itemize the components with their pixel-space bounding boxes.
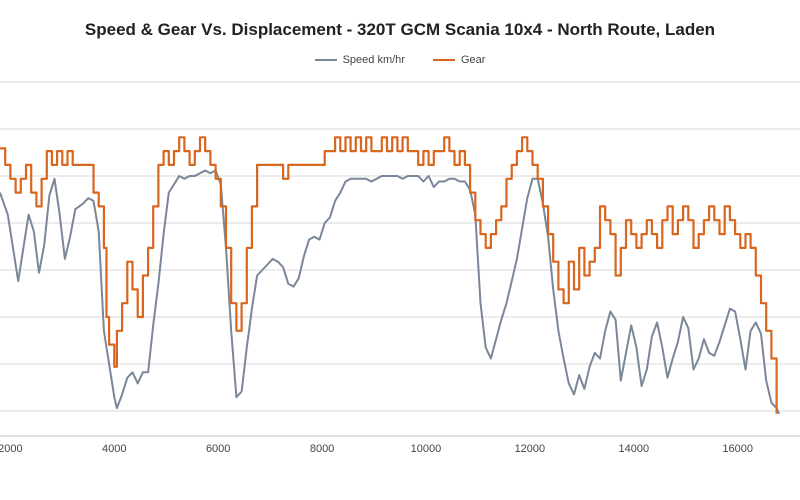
x-tick-label: 12000 bbox=[515, 443, 546, 455]
x-tick-label: 16000 bbox=[722, 443, 753, 455]
x-tick-label: 8000 bbox=[310, 443, 334, 455]
legend-swatch-gear bbox=[432, 59, 455, 61]
legend-label-speed: Speed km/hr bbox=[342, 54, 405, 66]
x-axis-ticks: 2000 4000 6000 8000 10000 12000 14000 16000 bbox=[0, 443, 753, 455]
legend-label-gear: Gear bbox=[460, 54, 486, 66]
gridlines bbox=[0, 81, 800, 437]
chart-title: Speed & Gear Vs. Displacement - 320T GCM… bbox=[84, 20, 716, 39]
legend-item-gear: Gear bbox=[432, 54, 486, 66]
legend-item-speed: Speed km/hr bbox=[314, 54, 405, 66]
x-tick-label: 2000 bbox=[0, 443, 23, 455]
x-tick-label: 10000 bbox=[411, 443, 442, 455]
legend-swatch-speed bbox=[314, 59, 337, 61]
series-line-speed bbox=[0, 169, 781, 415]
x-tick-label: 14000 bbox=[618, 443, 649, 455]
chart-legend: Speed km/hr Gear bbox=[0, 54, 800, 66]
series-lines bbox=[0, 136, 781, 415]
x-tick-label: 6000 bbox=[206, 443, 230, 455]
series-line-gear bbox=[0, 136, 778, 414]
x-tick-label: 4000 bbox=[102, 443, 126, 455]
